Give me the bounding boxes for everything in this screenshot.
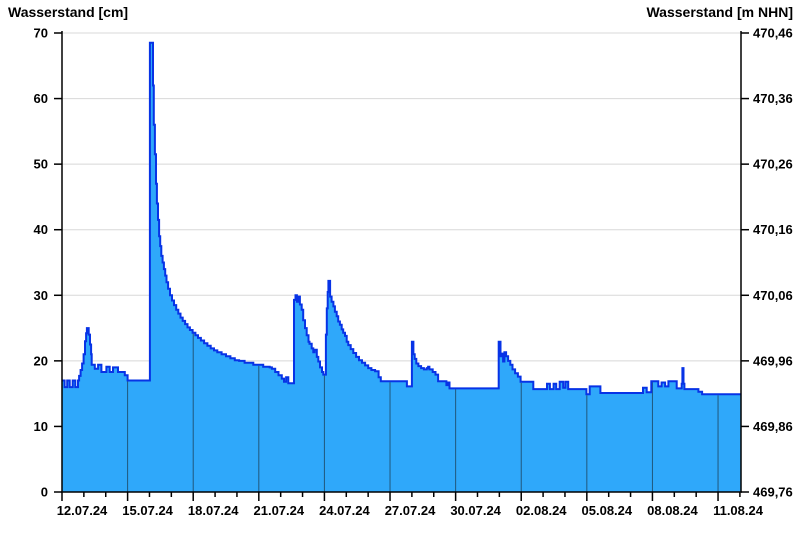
left-tick-label: 20	[34, 353, 48, 368]
left-tick-label: 30	[34, 288, 48, 303]
left-tick-label: 70	[34, 26, 48, 41]
water-level-area	[62, 42, 741, 493]
x-tick-label: 08.08.24	[647, 503, 698, 518]
left-axis-title: Wasserstand [cm]	[8, 4, 129, 20]
x-tick-label: 18.07.24	[188, 503, 239, 518]
right-tick-label: 470,06	[753, 288, 793, 303]
left-tick-label: 50	[34, 157, 48, 172]
right-tick-label: 470,46	[753, 26, 793, 41]
left-tick-label: 10	[34, 419, 48, 434]
right-tick-label: 469,86	[753, 419, 793, 434]
x-tick-label: 21.07.24	[254, 503, 305, 518]
x-tick-label: 11.08.24	[713, 503, 764, 518]
left-tick-label: 0	[41, 485, 48, 500]
water-level-line	[62, 41, 741, 396]
right-tick-label: 470,16	[753, 222, 793, 237]
right-axis-title: Wasserstand [m NHN]	[646, 4, 793, 20]
right-tick-label: 470,36	[753, 91, 793, 106]
x-tick-label: 12.07.24	[57, 503, 108, 518]
right-tick-label: 469,96	[753, 353, 793, 368]
right-tick-label: 469,76	[753, 485, 793, 500]
x-tick-label: 30.07.24	[450, 503, 501, 518]
right-tick-label: 470,26	[753, 157, 793, 172]
x-tick-label: 05.08.24	[582, 503, 633, 518]
left-tick-label: 40	[34, 222, 48, 237]
x-tick-label: 02.08.24	[516, 503, 567, 518]
x-tick-label: 24.07.24	[319, 503, 370, 518]
left-tick-label: 60	[34, 91, 48, 106]
x-tick-label: 15.07.24	[122, 503, 173, 518]
x-tick-label: 27.07.24	[385, 503, 436, 518]
